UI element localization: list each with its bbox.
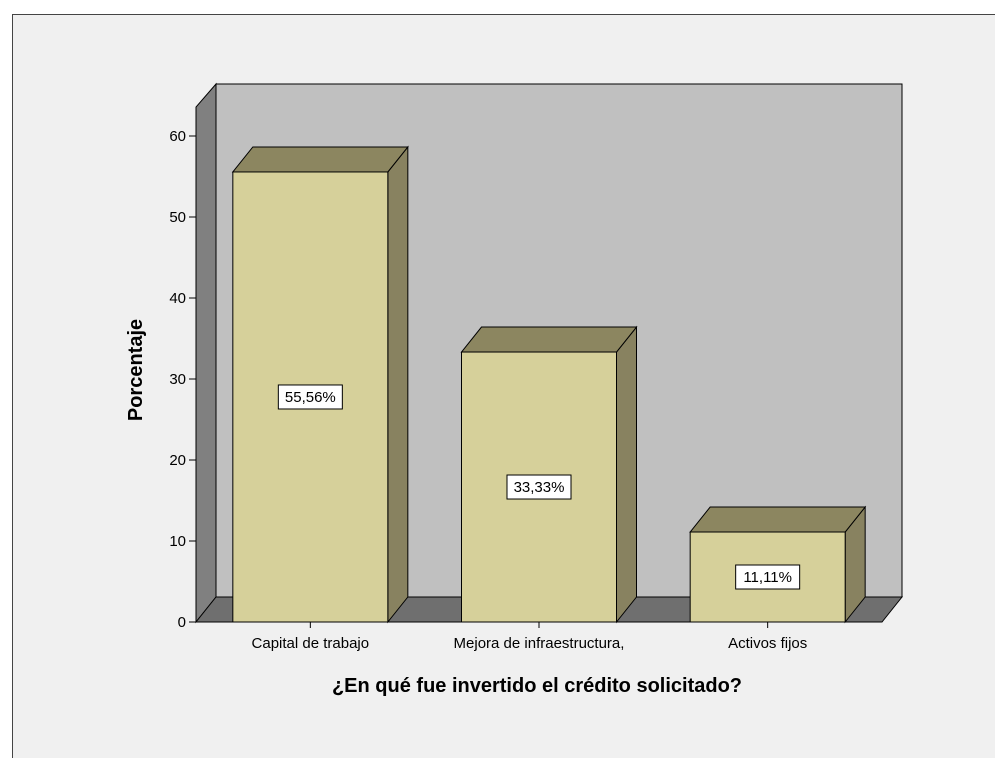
y-axis-title: Porcentaje xyxy=(125,319,147,421)
chart-side-wall xyxy=(195,82,217,624)
bar: 11,11% xyxy=(689,505,867,624)
x-axis-title: ¿En qué fue invertido el crédito solicit… xyxy=(332,675,742,697)
data-label: 55,56% xyxy=(285,389,336,406)
y-tick-label: 10 xyxy=(169,533,186,550)
y-tick-label: 60 xyxy=(169,128,186,145)
y-axis-ticks: 0 10 20 30 40 50 60 xyxy=(169,128,196,631)
bar: 33,33% xyxy=(460,325,638,624)
y-tick-label: 0 xyxy=(178,614,186,631)
data-label-box xyxy=(735,564,801,590)
x-tick-label: Capital de trabajo xyxy=(252,635,370,652)
bar-side-face xyxy=(387,145,409,624)
y-tick-label: 40 xyxy=(169,290,186,307)
y-tick-label: 30 xyxy=(169,371,186,388)
bar-side-face xyxy=(616,325,637,624)
bar-top-face xyxy=(689,506,867,533)
x-tick-label: Mejora de infraestructura, xyxy=(454,635,625,652)
x-axis-labels: Capital de trabajo Mejora de infraestruct… xyxy=(252,622,807,652)
data-label-box xyxy=(277,384,343,410)
data-label: 11,11% xyxy=(743,569,792,586)
bar: 55,56% xyxy=(231,145,409,624)
bars-group: 55,56% 33,33% 11,11% xyxy=(231,145,867,624)
bar-top-face xyxy=(460,326,638,353)
data-label-box xyxy=(506,474,572,500)
data-label: 33,33% xyxy=(514,479,565,496)
y-tick-label: 20 xyxy=(169,452,186,469)
bar-top-face xyxy=(231,146,409,173)
y-tick-label: 50 xyxy=(169,209,186,226)
x-tick-label: Activos fijos xyxy=(728,635,807,652)
